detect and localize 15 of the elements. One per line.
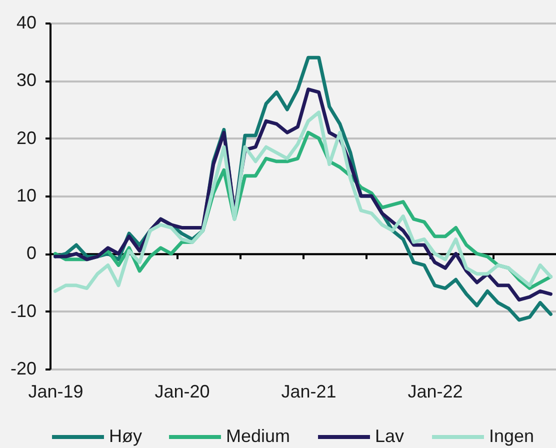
legend-label: Ingen [489, 426, 534, 446]
y-tick-label: 0 [26, 243, 36, 264]
y-tick-label: -10 [10, 300, 36, 321]
y-tick-label: -20 [10, 358, 36, 378]
legend-label: Høy [109, 426, 142, 446]
x-tick-label: Jan-22 [408, 382, 463, 402]
y-tick-label: 10 [16, 186, 36, 206]
x-tick-label: Jan-21 [281, 382, 336, 402]
y-tick-label: 30 [16, 70, 36, 90]
legend-label: Lav [375, 426, 404, 446]
y-tick-label: 20 [16, 128, 36, 148]
x-tick-label: Jan-19 [28, 382, 84, 402]
legend-label: Medium [226, 426, 290, 446]
x-tick-label: Jan-20 [154, 382, 210, 402]
y-tick-label: 40 [16, 12, 36, 32]
